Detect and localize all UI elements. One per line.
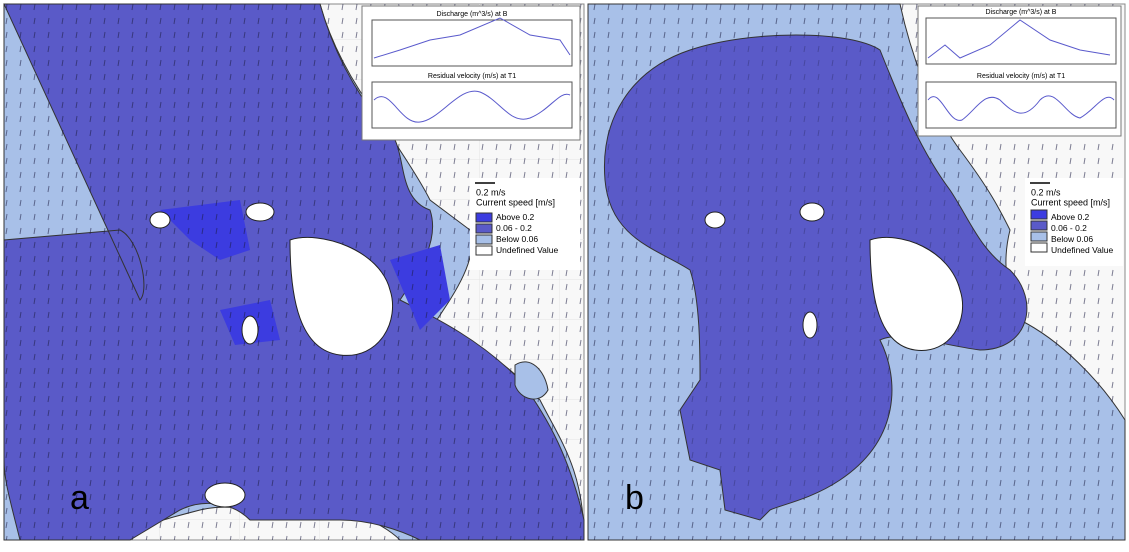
legend-item: Above 0.2 — [1051, 212, 1090, 222]
legend-scale: 0.2 m/s — [1031, 187, 1061, 197]
legend-item: Below 0.06 — [496, 234, 538, 244]
panel-a — [4, 4, 584, 540]
inset-title: Discharge (m^3/s) at B — [437, 11, 508, 18]
legend-title: Current speed [m/s] — [1031, 197, 1110, 207]
legend-item: 0.06 - 0.2 — [496, 223, 532, 233]
panel-label: a — [70, 479, 89, 517]
inset-title: Residual velocity (m/s) at T1 — [977, 73, 1065, 80]
legend-item: 0.06 - 0.2 — [1051, 223, 1087, 233]
figure: a0.2 m/sCurrent speed [m/s]Above 0.20.06… — [0, 0, 1129, 552]
legend-item: Undefined Value — [1051, 245, 1113, 255]
inset-title: Discharge (m^3/s) at B — [986, 9, 1057, 16]
panel-b — [588, 4, 1125, 540]
inset-title: Residual velocity (m/s) at T1 — [428, 73, 516, 80]
legend-item: Above 0.2 — [496, 212, 535, 222]
panel-label: b — [625, 479, 644, 517]
legend-scale: 0.2 m/s — [476, 187, 506, 197]
legend-item: Undefined Value — [496, 245, 558, 255]
legend-item: Below 0.06 — [1051, 234, 1093, 244]
legend-title: Current speed [m/s] — [476, 197, 555, 207]
